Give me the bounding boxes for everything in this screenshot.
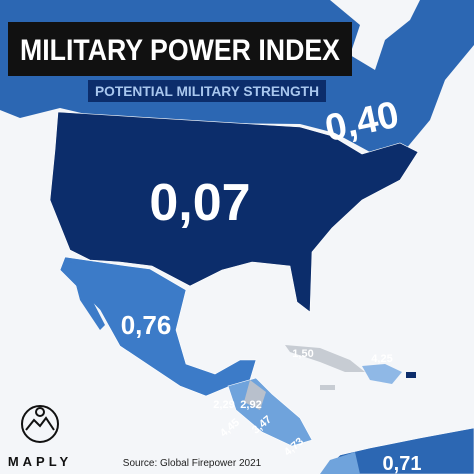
logo [21, 405, 59, 443]
brand: MAPLY [8, 454, 72, 469]
puerto-rico [406, 372, 416, 378]
value-label: 2,29 [213, 399, 234, 411]
usa [49, 111, 419, 313]
hudson-bay [330, 0, 420, 70]
cuba [285, 345, 365, 372]
south-america [319, 427, 474, 474]
value-label: 4,25 [371, 353, 392, 365]
baja-california [70, 262, 105, 330]
value-label: 0,76 [121, 310, 172, 340]
value-label: 1,50 [292, 348, 313, 360]
hispaniola [362, 364, 402, 384]
colombia [320, 452, 360, 474]
subtitle: POTENTIAL MILITARY STRENGTH [95, 83, 319, 99]
title: MILITARY POWER INDEX [20, 34, 340, 67]
value-label: 0,07 [149, 174, 250, 232]
jamaica [320, 385, 335, 390]
belize [244, 380, 266, 410]
source: Source: Global Firepower 2021 [123, 458, 262, 469]
title-box [8, 22, 352, 76]
value-label: 0,71 [383, 453, 422, 474]
subtitle-box [88, 80, 326, 102]
value-label: 2,92 [240, 399, 261, 411]
